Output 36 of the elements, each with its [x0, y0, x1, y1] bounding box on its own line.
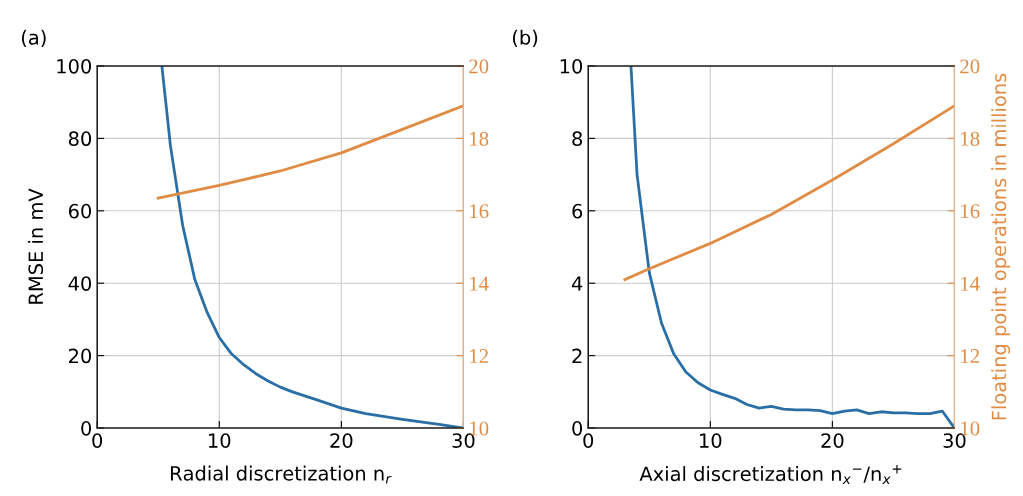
- y2-tick-label: 16: [470, 204, 489, 219]
- y-tick-label: 6: [572, 203, 583, 219]
- x-tick-label: 0: [92, 433, 103, 448]
- y-tick-label: 40: [68, 276, 92, 291]
- y-tick-label: 4: [571, 276, 583, 291]
- line-series: [156, 104, 464, 200]
- y2-tick-label: 14: [470, 276, 489, 291]
- x-tick-label: 20: [330, 433, 353, 448]
- y2-tick-label: 12: [470, 349, 488, 363]
- y2-tick-label: 16: [961, 204, 980, 219]
- y-tick-label: 10: [560, 58, 583, 74]
- y2-tick-label: 18: [470, 131, 489, 146]
- y-tick-label: 100: [57, 58, 92, 74]
- line-series: [623, 104, 955, 281]
- y2-tick-label: 14: [961, 276, 980, 291]
- x-tick-label: 20: [821, 433, 844, 448]
- y-axis-title: RMSE in mV: [28, 188, 44, 304]
- chart-title: (a): [21, 29, 46, 48]
- y-tick-label: 2: [572, 348, 582, 364]
- x-axis-title: Axial discretization n$_{x}$$^{−}$/n$_{x}$$^{+}$: [639, 464, 902, 485]
- y-tick-label: 60: [68, 203, 92, 219]
- y-tick-label: 80: [68, 131, 92, 147]
- x-axis-title: Radial discretization n$_{r}$: [170, 465, 392, 484]
- chart-title: (b): [512, 29, 538, 48]
- y2-tick-label: 18: [961, 131, 980, 146]
- y2-tick-label: 20: [469, 59, 489, 74]
- y-tick-label: 0: [81, 421, 92, 436]
- x-tick-label: 0: [583, 433, 594, 448]
- x-tick-label: 10: [209, 433, 231, 448]
- y2-tick-label: 20: [960, 59, 980, 74]
- x-tick-label: 10: [700, 433, 722, 448]
- y2-axis-title: Floating point operations in millions: [991, 73, 1011, 420]
- y-tick-label: 8: [572, 131, 583, 147]
- y2-tick-label: 12: [961, 349, 979, 363]
- y-tick-label: 0: [572, 421, 583, 436]
- y-tick-label: 20: [69, 348, 92, 364]
